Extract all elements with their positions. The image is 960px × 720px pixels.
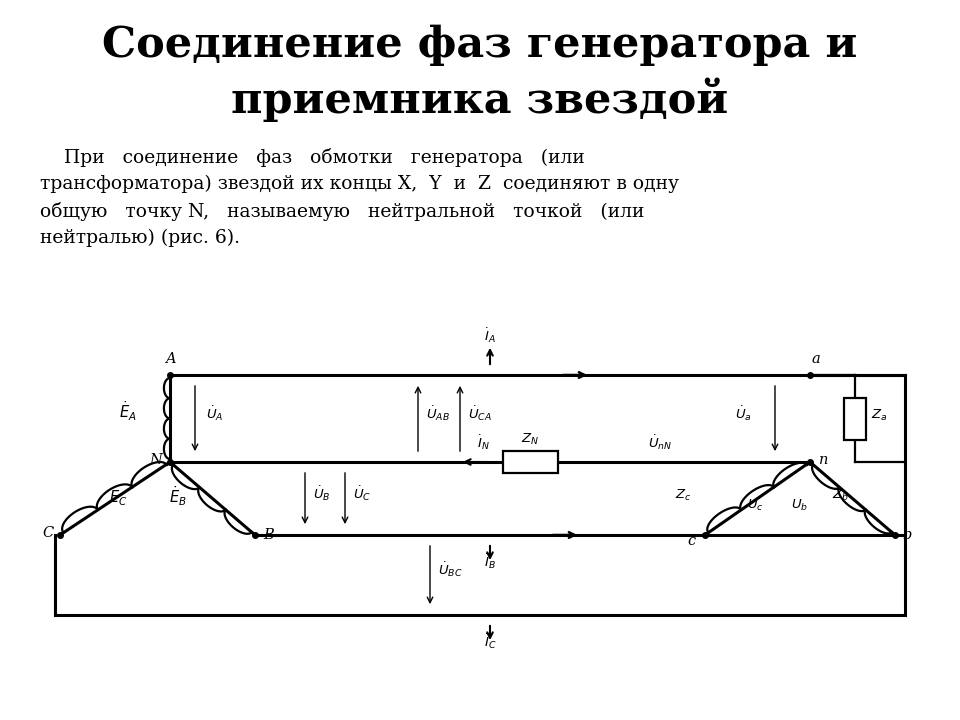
Text: c: c (686, 534, 695, 548)
Text: A: A (165, 352, 176, 366)
Text: Соединение фаз генератора и: Соединение фаз генератора и (103, 24, 857, 66)
Text: b: b (902, 528, 912, 542)
Text: $\dot{U}_{BC}$: $\dot{U}_{BC}$ (438, 560, 463, 579)
Text: $Z_a$: $Z_a$ (871, 408, 887, 423)
Text: $\dot{U}_a$: $\dot{U}_a$ (735, 404, 752, 423)
Text: $\dot{U}_A$: $\dot{U}_A$ (206, 404, 224, 423)
Text: $Z_c$: $Z_c$ (675, 487, 691, 503)
Bar (844, 397, 866, 439)
Text: нейтралью) (рис. 6).: нейтралью) (рис. 6). (40, 229, 240, 247)
Text: $\dot{U}_C$: $\dot{U}_C$ (353, 484, 372, 503)
Bar (503, 451, 558, 473)
Text: общую   точку N,   называемую   нейтральной   точкой   (или: общую точку N, называемую нейтральной то… (40, 202, 644, 221)
Text: N: N (150, 453, 162, 467)
Text: $\dot{I}_C$: $\dot{I}_C$ (484, 632, 496, 651)
Text: При   соединение   фаз   обмотки   генератора   (или: При соединение фаз обмотки генератора (и… (40, 148, 585, 167)
Text: $Z_N$: $Z_N$ (521, 432, 539, 447)
Text: $\dot{E}_C$: $\dot{E}_C$ (108, 485, 128, 508)
Text: $\dot{I}_B$: $\dot{I}_B$ (484, 552, 496, 571)
Text: n: n (819, 453, 828, 467)
Text: $\dot{U}_{CA}$: $\dot{U}_{CA}$ (468, 404, 492, 423)
Text: $Z_b$: $Z_b$ (832, 487, 849, 503)
Text: $U_b$: $U_b$ (791, 498, 808, 513)
Text: $\dot{I}_A$: $\dot{I}_A$ (484, 326, 496, 345)
Text: $\dot{U}_{AB}$: $\dot{U}_{AB}$ (426, 404, 450, 423)
Text: $U_c$: $U_c$ (747, 498, 763, 513)
Text: $\dot{E}_B$: $\dot{E}_B$ (169, 485, 187, 508)
Text: приемника звездой: приемника звездой (231, 78, 729, 122)
Text: B: B (264, 528, 275, 542)
Text: a: a (811, 352, 821, 366)
Text: $\dot{U}_B$: $\dot{U}_B$ (313, 484, 330, 503)
Text: $\dot{I}_N$: $\dot{I}_N$ (477, 433, 490, 452)
Text: $\dot{E}_A$: $\dot{E}_A$ (119, 400, 137, 423)
Text: C: C (42, 526, 54, 540)
Text: трансформатора) звездой их концы X,  Y  и  Z  соединяют в одну: трансформатора) звездой их концы X, Y и … (40, 175, 679, 193)
Text: $\dot{U}_{nN}$: $\dot{U}_{nN}$ (648, 433, 672, 452)
